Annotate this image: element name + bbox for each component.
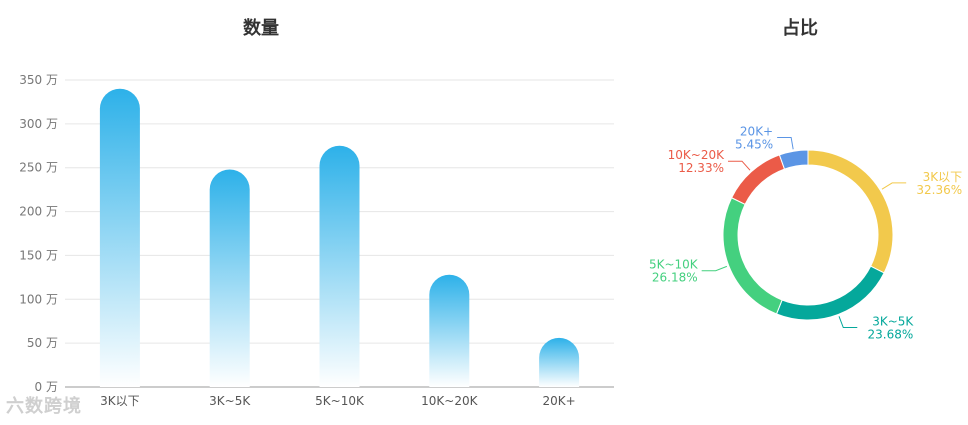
y-tick-label: 350 万 [19,73,58,87]
pie-slice [778,149,809,170]
slice-percent-label: 5.45% [735,137,773,151]
x-tick-label: 5K~10K [315,394,365,408]
y-tick-label: 300 万 [19,117,58,131]
x-tick-label: 3K以下 [100,394,140,408]
y-tick-label: 250 万 [19,161,58,175]
slice-percent-label: 12.33% [678,161,724,175]
bar [429,274,470,387]
label-leader-line [727,160,751,171]
bar [99,88,140,387]
slice-percent-label: 26.18% [652,271,698,285]
bar [319,145,360,387]
bar-chart-title: 数量 [243,18,279,39]
pie-slice [775,265,885,321]
slice-percent-label: 32.36% [916,183,962,197]
x-tick-label: 3K~5K [209,394,251,408]
y-tick-label: 200 万 [19,205,58,219]
label-leader-line [881,182,907,190]
slice-name-label: 5K~10K [649,258,699,272]
slice-percent-label: 23.68% [868,327,914,341]
label-leader-line [777,136,794,150]
label-leader-line [701,265,728,272]
slice-name-label: 3K以下 [923,170,963,184]
bar [209,169,250,387]
slice-name-label: 20K+ [740,124,773,138]
pie-slice [722,197,783,315]
slice-name-label: 3K~5K [872,314,914,328]
pie-chart-title: 占比 [782,18,818,39]
pie-slice [730,154,786,205]
y-tick-label: 50 万 [27,336,58,350]
pie-slice [807,149,894,274]
watermark: 六数跨境 [6,396,82,417]
y-tick-label: 150 万 [19,248,58,262]
label-leader-line [838,316,858,328]
y-tick-label: 0 万 [35,380,58,394]
x-tick-label: 10K~20K [421,394,478,408]
bar-chart: 0 万 50 万 100 万 150 万 200 万 250 万 300 万 350 万 3K以… [19,73,614,408]
y-tick-label: 100 万 [19,292,58,306]
x-tick-label: 20K+ [542,394,575,408]
bar [539,337,580,387]
slice-name-label: 10K~20K [668,148,725,162]
